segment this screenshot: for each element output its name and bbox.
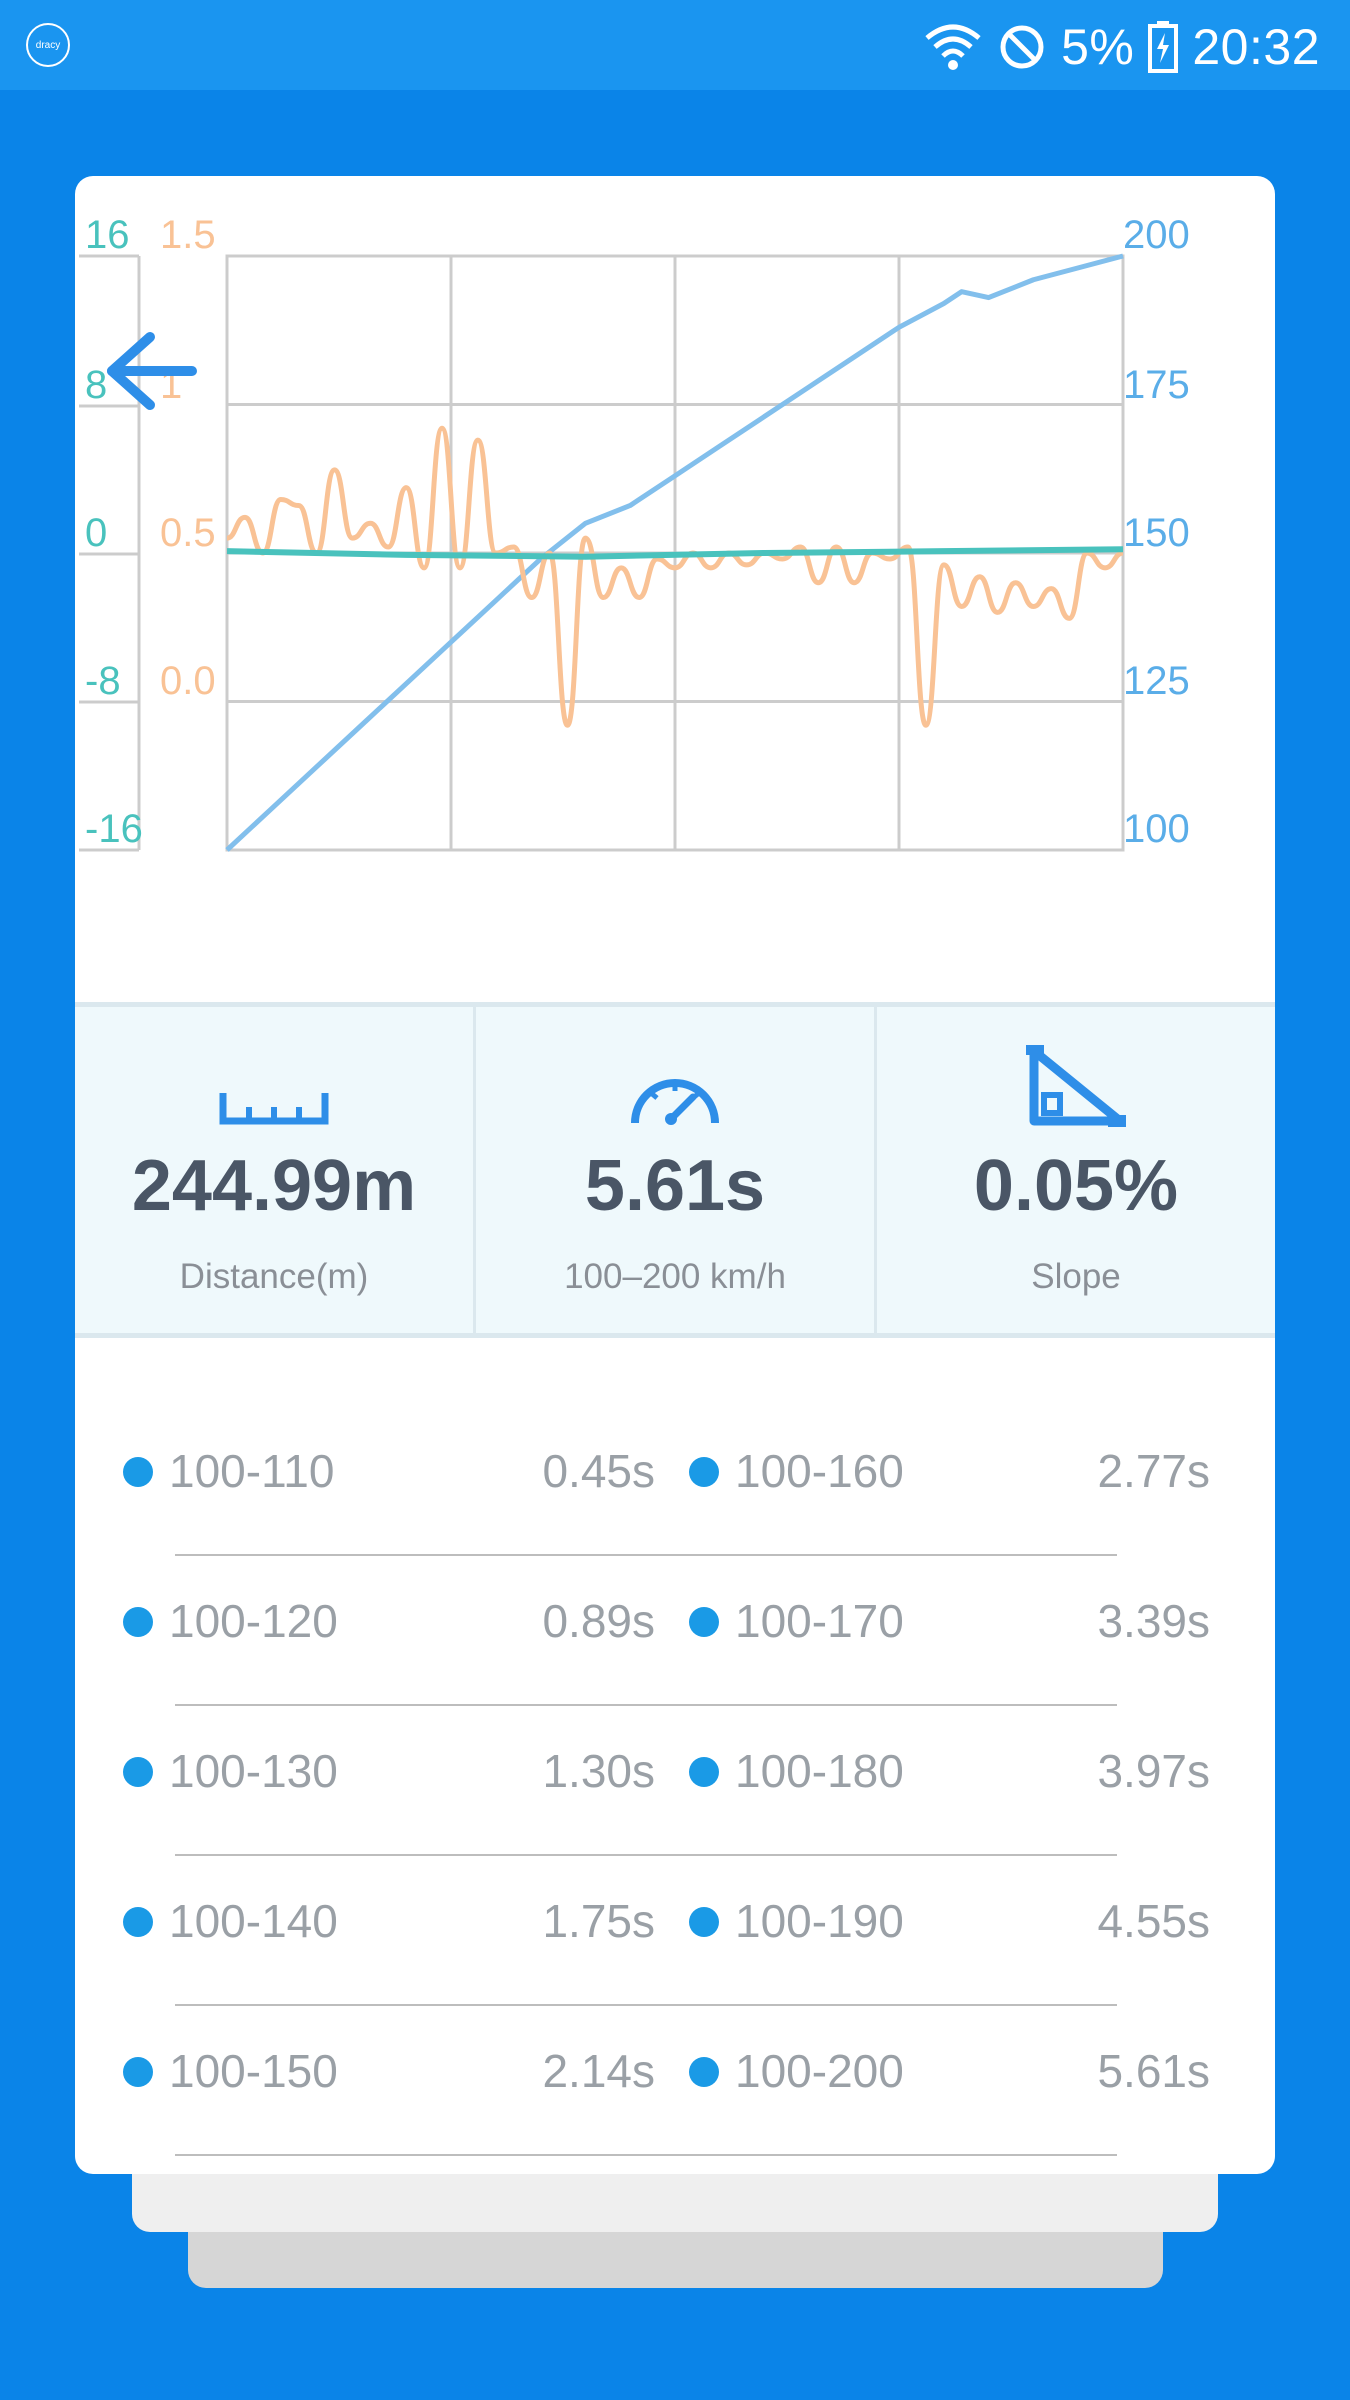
accel-axis-tick: 0.5	[160, 511, 216, 555]
row-divider	[175, 1554, 1117, 1556]
split-row: 100-150 2.14s 100-200 5.61s	[75, 2006, 1275, 2156]
split-range: 100-130	[169, 1745, 338, 1797]
split-range: 100-140	[169, 1895, 338, 1947]
slope-axis-tick: 16	[85, 213, 130, 257]
slope-value: 0.05%	[973, 1146, 1179, 1226]
split-cell-left: 100-120 0.89s	[75, 1556, 675, 1706]
bullet-dot-icon	[123, 1757, 153, 1787]
split-cell-left: 100-130 1.30s	[75, 1706, 675, 1856]
wifi-icon	[925, 24, 981, 70]
split-row: 100-110 0.45s 100-160 2.77s	[75, 1406, 1275, 1556]
split-cell-left: 100-150 2.14s	[75, 2006, 675, 2156]
split-time: 2.14s	[542, 2045, 655, 2097]
split-range: 100-150	[169, 2045, 338, 2097]
ruler-icon	[219, 1093, 329, 1125]
stat-slope: 0.05% Slope	[874, 1007, 1275, 1333]
clock: 20:32	[1192, 19, 1320, 75]
time-value: 5.61s	[584, 1146, 766, 1226]
split-time: 3.97s	[1097, 1745, 1210, 1797]
split-time: 0.45s	[542, 1445, 655, 1497]
back-arrow-icon	[107, 332, 197, 410]
bullet-dot-icon	[689, 1607, 719, 1637]
split-range: 100-120	[169, 1595, 338, 1647]
split-row: 100-130 1.30s 100-180 3.97s	[75, 1706, 1275, 1856]
split-time: 4.55s	[1097, 1895, 1210, 1947]
split-cell-right: 100-190 4.55s	[675, 1856, 1275, 2006]
back-button[interactable]	[95, 326, 205, 416]
split-range: 100-200	[735, 2045, 904, 2097]
split-range: 100-160	[735, 1445, 904, 1497]
status-indicators: 5% 20:32	[923, 12, 1320, 82]
speed-range-label: 100–200 km/h	[564, 1257, 786, 1296]
split-row: 100-140 1.75s 100-190 4.55s	[75, 1856, 1275, 2006]
slope-axis-tick: -16	[85, 807, 143, 851]
result-card: 16 8 0 -8 -16 1.5 1 0.5 0.0 200 175 150 125 100 244.9…	[75, 176, 1275, 2174]
accel-axis-tick: 1.5	[160, 213, 216, 257]
split-cell-right: 100-160 2.77s	[675, 1406, 1275, 1556]
speed-axis-tick: 125	[1123, 659, 1190, 703]
split-cell-left: 100-140 1.75s	[75, 1856, 675, 2006]
do-not-disturb-icon	[1000, 25, 1044, 69]
row-divider	[175, 1704, 1117, 1706]
bullet-dot-icon	[689, 1757, 719, 1787]
split-cell-left: 100-110 0.45s	[75, 1406, 675, 1556]
slope-icon	[1026, 1045, 1126, 1127]
stat-distance: 244.99m Distance(m)	[75, 1007, 473, 1333]
slope-series-line	[226, 546, 1124, 560]
bullet-dot-icon	[123, 1907, 153, 1937]
bullet-dot-icon	[689, 1907, 719, 1937]
split-cell-right: 100-180 3.97s	[675, 1706, 1275, 1856]
split-cell-right: 100-200 5.61s	[675, 2006, 1275, 2156]
speed-series-line	[225, 253, 1124, 852]
app-logo-text: dracy	[35, 39, 61, 51]
speed-axis-tick: 175	[1123, 363, 1190, 407]
chart-series	[225, 253, 1124, 852]
stat-time: 5.61s 100–200 km/h	[473, 1007, 874, 1333]
bullet-dot-icon	[123, 1457, 153, 1487]
split-time: 1.75s	[542, 1895, 655, 1947]
slope-axis-tick: -8	[85, 659, 121, 703]
split-range: 100-110	[169, 1445, 335, 1497]
acceleration-chart: 16 8 0 -8 -16 1.5 1 0.5 0.0 200 175 150 125 100	[75, 176, 1275, 1000]
row-divider	[175, 2154, 1117, 2156]
battery-icon	[1148, 21, 1179, 73]
speed-axis-tick: 200	[1123, 213, 1190, 257]
split-range: 100-180	[735, 1745, 904, 1797]
split-time: 3.39s	[1097, 1595, 1210, 1647]
speed-axis-tick: 150	[1123, 511, 1190, 555]
speed-axis-tick: 100	[1123, 807, 1190, 851]
row-divider	[175, 1854, 1117, 1856]
status-bar: dracy 5% 20:32	[0, 0, 1350, 90]
split-range: 100-170	[735, 1595, 904, 1647]
app-logo: dracy	[26, 23, 70, 67]
slope-axis-tick: 0	[85, 511, 107, 555]
stats-row: 244.99m Distance(m) 5.61s 100–200 km/h	[75, 1002, 1275, 1338]
split-row: 100-120 0.89s 100-170 3.39s	[75, 1556, 1275, 1706]
split-time: 2.77s	[1097, 1445, 1210, 1497]
battery-percent: 5%	[1061, 19, 1135, 75]
split-cell-right: 100-170 3.39s	[675, 1556, 1275, 1706]
distance-value: 244.99m	[131, 1146, 417, 1226]
bullet-dot-icon	[689, 2057, 719, 2087]
split-time: 0.89s	[542, 1595, 655, 1647]
accel-axis-tick: 0.0	[160, 659, 216, 703]
split-times-list: 100-110 0.45s 100-160 2.77s 100-120 0.89s 100-…	[75, 1406, 1275, 2156]
bullet-dot-icon	[689, 1457, 719, 1487]
distance-label: Distance(m)	[179, 1257, 369, 1296]
row-divider	[175, 2004, 1117, 2006]
speedometer-icon	[631, 1079, 719, 1125]
split-time: 1.30s	[542, 1745, 655, 1797]
slope-axis-tick: 8	[85, 363, 107, 407]
split-range: 100-190	[735, 1895, 904, 1947]
bullet-dot-icon	[123, 1607, 153, 1637]
split-time: 5.61s	[1097, 2045, 1210, 2097]
bullet-dot-icon	[123, 2057, 153, 2087]
slope-label: Slope	[1031, 1257, 1121, 1296]
acceleration-series-line	[226, 425, 1124, 728]
